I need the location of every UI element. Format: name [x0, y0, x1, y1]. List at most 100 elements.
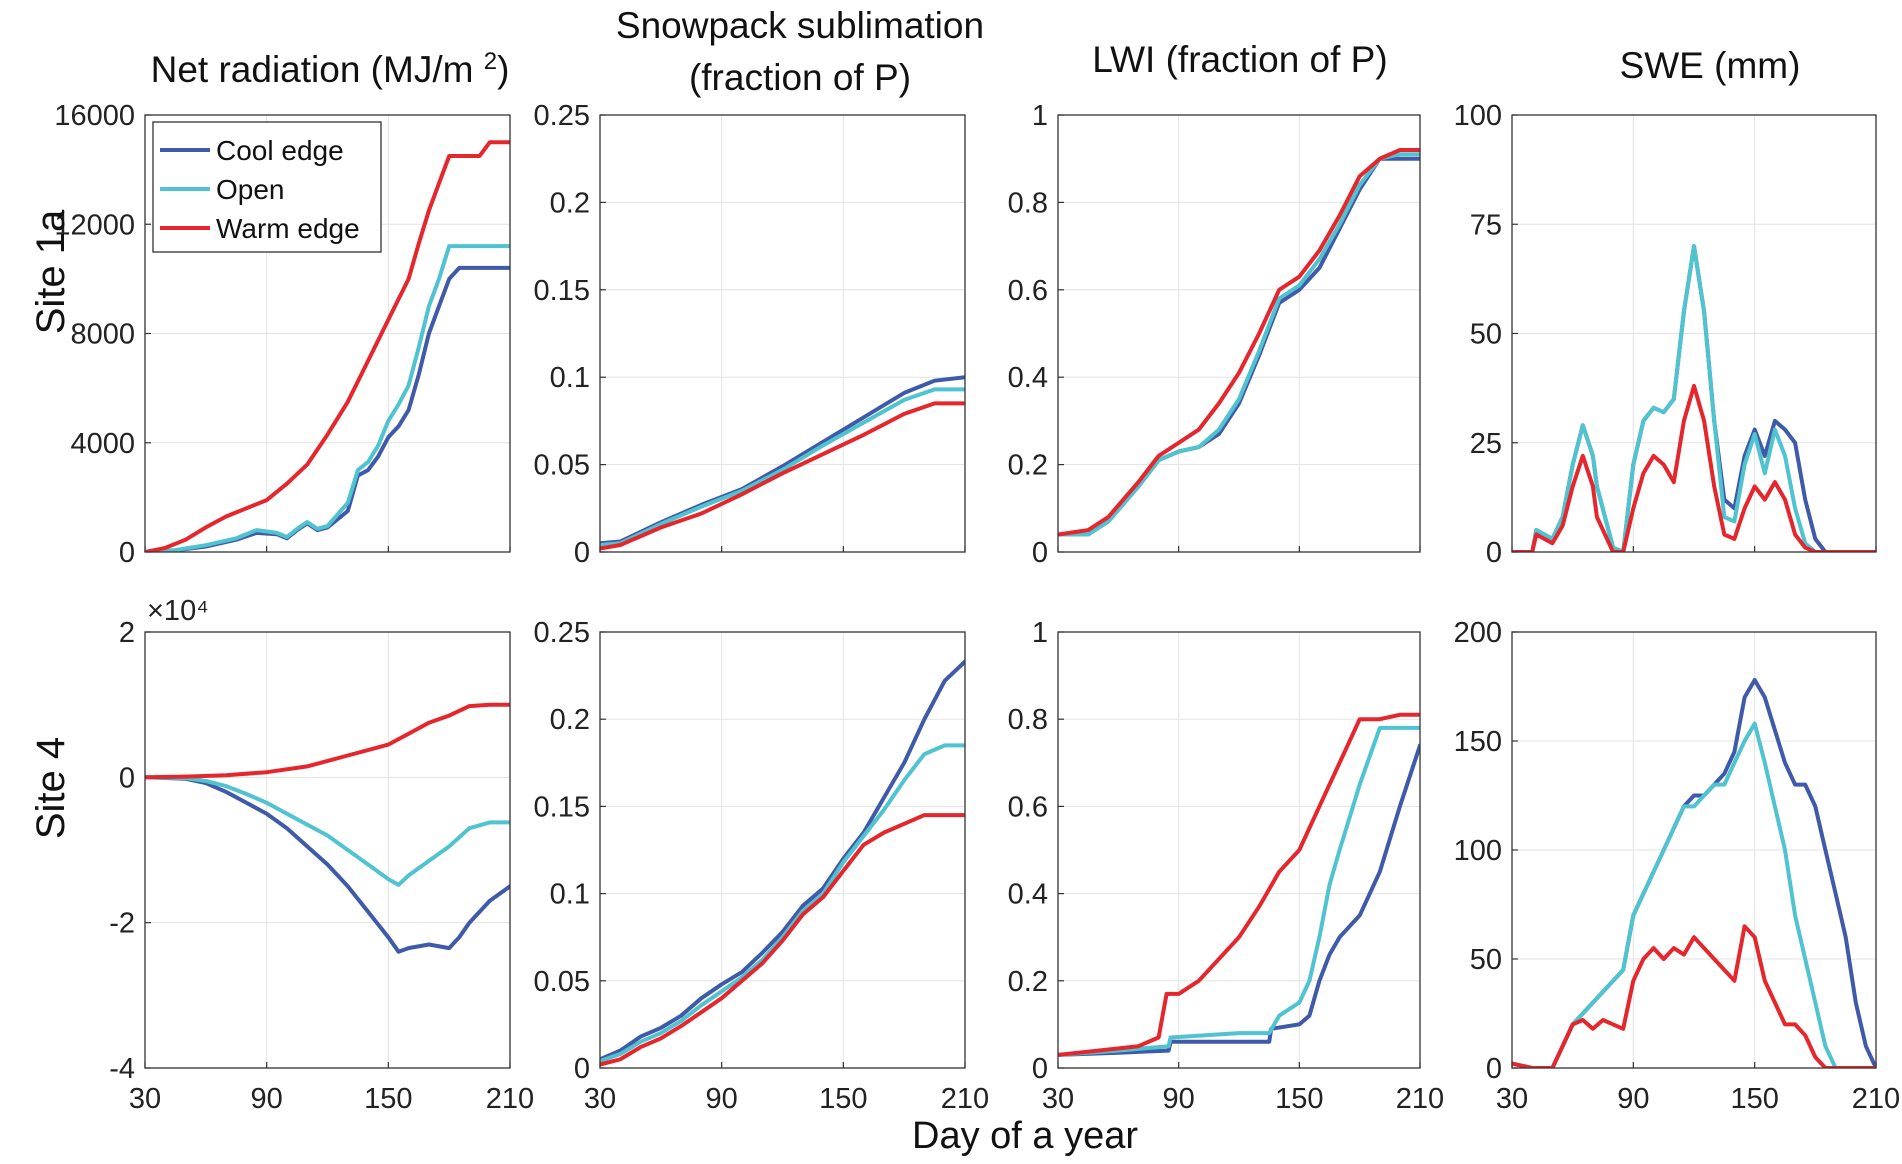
legend-label-warm: Warm edge [216, 213, 360, 244]
panel-r2-c3-ytick-label-3: 0.6 [1008, 791, 1048, 823]
panel-r2-c4-xtick-label-30: 30 [1496, 1083, 1528, 1115]
panel-r2-c1-background [145, 632, 510, 1068]
panel-r2-c4-xtick-label-150: 150 [1730, 1083, 1778, 1115]
panel-r1-c1-ytick-label-1: 4000 [70, 428, 135, 460]
panel-r1-c4-ytick-label-4: 100 [1454, 100, 1502, 132]
panel-r2-c3-xtick-label-150: 150 [1275, 1083, 1323, 1115]
panel-r1-c4-ytick-label-3: 75 [1470, 209, 1502, 241]
col-title-net-radiation-text: Net radiation (MJ/m [151, 49, 474, 90]
panel-r2-c1-ytick-label-3: 2 [119, 617, 135, 649]
panel-r2-c2-ytick-label-2: 0.1 [550, 879, 590, 911]
panel-r1-c3-ytick-label-4: 0.8 [1008, 187, 1048, 219]
panel-r2-c3-xtick-label-90: 90 [1163, 1083, 1195, 1115]
panel-r2-c3-ytick-label-4: 0.8 [1008, 704, 1048, 736]
panel-r1-c3-ytick-label-3: 0.6 [1008, 275, 1048, 307]
panel-r2-c1-lines [145, 702, 510, 954]
panel-r1-c1-ytick-label-2: 8000 [70, 319, 135, 351]
panel-r2-c4: 30 90 150 210 0 50 100 150 200 [1454, 617, 1901, 1115]
panel-r1-c3-ytick-label-2: 0.4 [1008, 362, 1048, 394]
panel-r2-c1-ytick-label-1: -2 [109, 908, 135, 940]
panel-r2-c2-ytick-label-5: 0.25 [534, 617, 590, 649]
panel-r1-c2-ytick-label-3: 0.15 [534, 275, 590, 307]
panel-r1-c3-ytick-label-0: 0 [1032, 537, 1048, 569]
legend: Cool edge Open Warm edge [152, 121, 382, 253]
panel-r2-c2-series-cool-edge [600, 659, 965, 1062]
panel-r2-c1-ytick-label-0: -4 [109, 1053, 135, 1085]
panel-r2-c3-background [1058, 632, 1420, 1068]
panel-r2-c4-frame [1511, 631, 1877, 1069]
panel-r1-c1-ytick-label-0: 0 [119, 537, 135, 569]
panel-r1-c3: 0 0.2 0.4 0.6 0.8 1 [1008, 100, 1421, 569]
panel-r1-c2-ytick-label-2: 0.1 [550, 362, 590, 394]
panel-r1-c3-ytick-label-1: 0.2 [1008, 450, 1048, 482]
panel-r1-c3-series-open [1058, 152, 1420, 537]
panel-r2-c3-ytick-label-2: 0.4 [1008, 879, 1048, 911]
panel-r2-c2-series-warm-edge [600, 813, 965, 1067]
panel-r1-c1-ytick-label-3: 12000 [54, 209, 135, 241]
panel-r2-c3-xtick-label-210: 210 [1396, 1083, 1444, 1115]
panel-r2-c3: 30 90 150 210 0 0.2 0.4 0.6 0.8 1 [1008, 617, 1445, 1115]
panel-r1-c4: 0 25 50 75 100 [1454, 100, 1877, 569]
panel-r2-c1-exponent-label: ×10⁴ [147, 595, 209, 627]
legend-label-open: Open [216, 174, 285, 205]
panel-r1-c4-lines [1512, 244, 1876, 552]
panel-r2-c2-xtick-label-150: 150 [819, 1083, 867, 1115]
panel-r1-c2: 0 0.05 0.1 0.15 0.2 0.25 [534, 100, 966, 569]
panel-r2-c1-xtick-label-90: 90 [251, 1083, 283, 1115]
panel-r1-c4-series-open [1512, 244, 1876, 552]
panel-r2-c4-series-warm-edge [1512, 924, 1876, 1068]
column-titles: Net radiation (MJ/m 2) Snowpack sublimat… [151, 5, 1801, 98]
panel-r2-c2-xtick-label-90: 90 [706, 1083, 738, 1115]
panel-r1-c4-frame [1511, 114, 1877, 553]
panel-r1-c1-ytick-label-4: 16000 [54, 100, 135, 132]
panel-r2-c2-xtick-label-210: 210 [941, 1083, 989, 1115]
panel-r1-c1-series-open [145, 244, 510, 552]
panel-r2-c2-series-open [600, 743, 965, 1063]
panel-r2-c2-ytick-label-3: 0.15 [534, 791, 590, 823]
panel-r2-c4-ytick-label-1: 50 [1470, 944, 1502, 976]
panel-r2-c4-ytick-label-0: 0 [1486, 1053, 1502, 1085]
panel-r1-c4-ytick-label-1: 25 [1470, 428, 1502, 460]
panel-r2-c1-ytick-label-2: 0 [119, 762, 135, 794]
panel-r2-c1-xtick-label-30: 30 [129, 1083, 161, 1115]
panel-r2-c2-lines [600, 659, 965, 1067]
panel-r1-c3-series-warm-edge [1058, 148, 1420, 537]
panels: 040008000120001600000.050.10.150.20.2500… [54, 100, 1900, 1115]
panel-r1-c2-frame [599, 114, 966, 553]
panel-r1-c2-series-open [600, 387, 965, 547]
panel-r2-c2-ytick-label-0: 0 [574, 1053, 590, 1085]
panel-r1-c3-lines [1058, 148, 1420, 537]
row-label-site-1a: Site 1a [29, 209, 73, 334]
col-title-net-radiation-superscript: 2 [484, 48, 497, 75]
panel-r1-c2-ytick-label-1: 0.05 [534, 450, 590, 482]
panel-r1-c1-lines [145, 140, 510, 552]
panel-r1-c2-lines [600, 375, 965, 551]
panel-r1-c1-frame [144, 114, 511, 553]
panel-r2-c1-xtick-label-210: 210 [486, 1083, 534, 1115]
col-title-net-radiation-suffix: ) [497, 49, 509, 90]
panel-r2-c1-xtick-label-150: 150 [364, 1083, 412, 1115]
panel-r1-c2-ytick-label-5: 0.25 [534, 100, 590, 132]
panel-r2-c2-ytick-label-1: 0.05 [534, 966, 590, 998]
panel-r2-c4-ytick-label-3: 150 [1454, 726, 1502, 758]
panel-r2-c2-background [600, 632, 965, 1068]
panel-r2-c3-lines [1058, 712, 1420, 1057]
panel-r2-c2-ytick-label-4: 0.2 [550, 704, 590, 736]
col-title-sublimation-line2: (fraction of P) [689, 57, 911, 98]
panel-r2-c2-xtick-label-30: 30 [584, 1083, 616, 1115]
legend-label-cool: Cool edge [216, 135, 344, 166]
panel-r2-c3-ytick-label-1: 0.2 [1008, 966, 1048, 998]
panel-r2-c4-xtick-label-210: 210 [1852, 1083, 1900, 1115]
panel-r2-c4-series-open [1512, 721, 1876, 1068]
panel-r2-c4-xtick-label-90: 90 [1617, 1083, 1649, 1115]
panel-r2-c2: 30 90 150 210 0 0.05 0.1 0.15 0.2 0.25 [534, 617, 990, 1115]
panel-r1-c4-ytick-label-2: 50 [1470, 319, 1502, 351]
panel-r2-c1: 30 90 150 210 -4 -2 0 2 ×10⁴ [109, 595, 534, 1115]
col-title-lwi: LWI (fraction of P) [1092, 39, 1387, 80]
panel-r2-c4-ytick-label-4: 200 [1454, 617, 1502, 649]
panel-r2-c1-series-open [145, 775, 510, 887]
panel-r2-c3-series-warm-edge [1058, 712, 1420, 1057]
panel-r1-c3-frame [1057, 114, 1421, 553]
col-title-net-radiation: Net radiation (MJ/m 2) [151, 48, 510, 91]
panel-r2-c2-frame [599, 631, 966, 1069]
